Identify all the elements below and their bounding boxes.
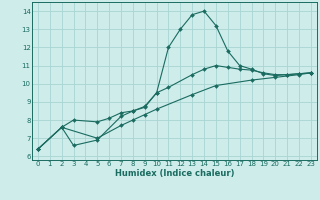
X-axis label: Humidex (Indice chaleur): Humidex (Indice chaleur) <box>115 169 234 178</box>
